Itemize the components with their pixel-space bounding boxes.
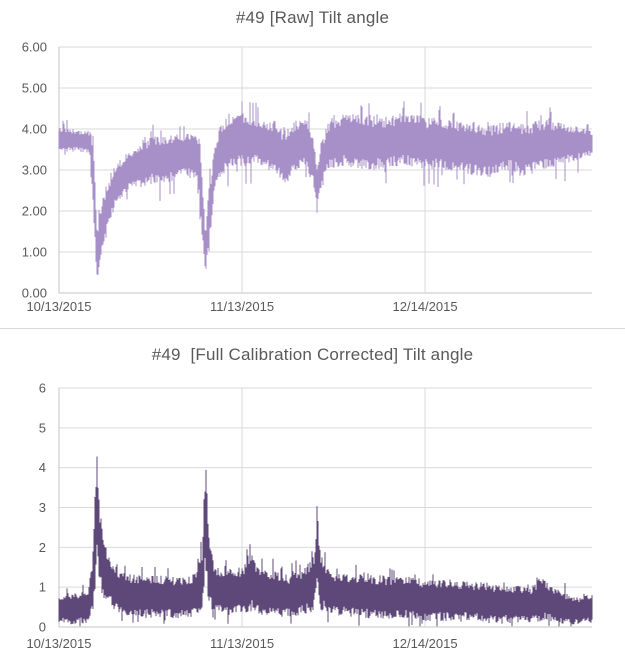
y-tick-label: 4 <box>39 460 46 475</box>
y-tick-label: 5 <box>39 420 46 435</box>
x-tick-label: 12/14/2015 <box>393 299 458 314</box>
corrected-chart-title: #49 [Full Calibration Corrected] Tilt an… <box>151 345 474 364</box>
y-tick-label: 0.00 <box>22 286 47 301</box>
x-tick-label: 12/14/2015 <box>393 636 458 651</box>
corrected-tilt-plot: 0 1 2 3 4 5 6 10/13/2015 11/13/2015 12/14/2015 <box>26 381 593 651</box>
raw-chart-title: #49 [Raw] Tilt angle <box>235 8 390 27</box>
y-tick-label: 1 <box>39 580 46 595</box>
y-tick-label: 4.00 <box>22 122 47 137</box>
x-tick-label: 11/13/2015 <box>210 299 274 314</box>
y-tick-label: 2 <box>39 540 46 555</box>
corrected-tilt-chart: #49 [Full Calibration Corrected] Tilt an… <box>0 330 625 660</box>
x-tick-label: 10/13/2015 <box>26 636 91 651</box>
y-tick-label: 3.00 <box>22 163 47 178</box>
x-tick-label: 11/13/2015 <box>210 636 274 651</box>
series-trace <box>58 101 593 276</box>
y-tick-label: 3 <box>39 500 46 515</box>
series-trace <box>58 456 593 627</box>
y-tick-label: 5.00 <box>22 81 47 96</box>
y-tick-label: 1.00 <box>22 245 47 260</box>
y-tick-label: 6 <box>39 381 46 396</box>
y-tick-label: 6.00 <box>22 40 47 55</box>
raw-tilt-plot: 0.00 1.00 2.00 3.00 4.00 5.00 6.00 10/13/2015 11… <box>22 40 593 314</box>
y-tick-label: 2.00 <box>22 204 47 219</box>
y-tick-label: 0 <box>39 620 46 635</box>
x-tick-label: 10/13/2015 <box>26 299 91 314</box>
chart-divider <box>0 328 625 329</box>
raw-tilt-chart: #49 [Raw] Tilt angle 0.00 1.00 2.00 3.00 4.0… <box>22 8 593 314</box>
